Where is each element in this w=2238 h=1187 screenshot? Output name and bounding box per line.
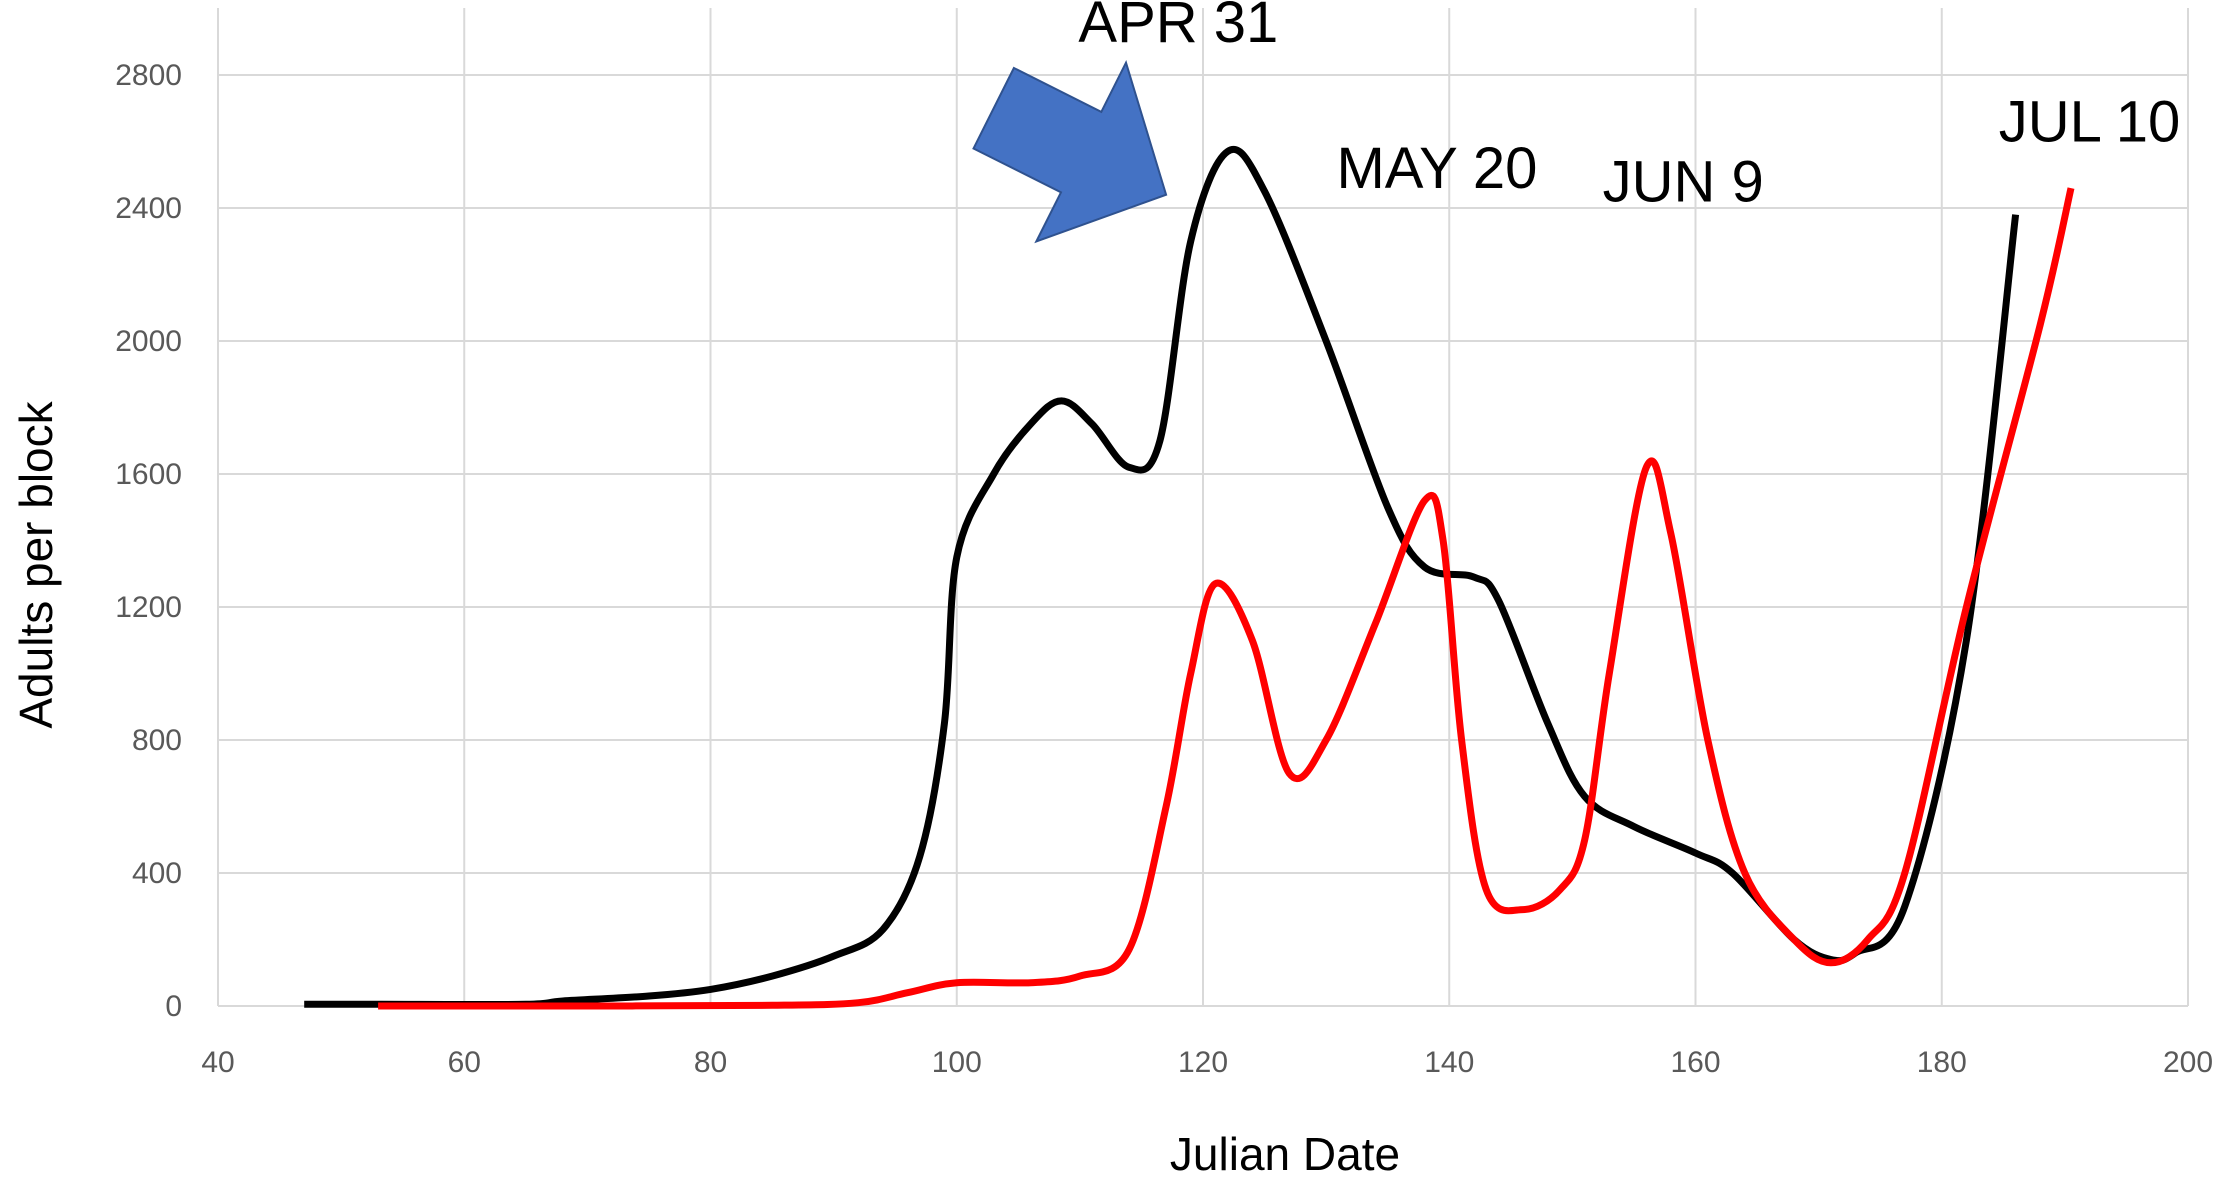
y-tick-label: 1600 [115, 458, 182, 491]
x-tick-label: 120 [1178, 1046, 1228, 1079]
series-line-1 [304, 146, 2020, 1009]
x-tick-label: 200 [2163, 1046, 2213, 1079]
annotations: APR 31 MAY 20 JUN 9 JUL 10 [972, 0, 2181, 244]
annotation-label: JUL 10 [1999, 90, 2181, 155]
y-tick-label: 2800 [115, 59, 182, 92]
annotation-label: JUN 9 [1603, 149, 1764, 214]
x-axis-title: Julian Date [1170, 1128, 1400, 1180]
y-tick-label: 1200 [115, 591, 182, 624]
annotation-label: MAY 20 [1336, 136, 1537, 201]
tick-labels: 0 400 800 1200 1600 2000 2400 2800 40 60 80 100 120 1… [115, 59, 2213, 1079]
x-tick-label: 60 [448, 1046, 481, 1079]
series-lines [304, 146, 2075, 1010]
annotation-label: APR 31 [1078, 0, 1278, 55]
x-tick-label: 100 [932, 1046, 982, 1079]
x-tick-label: 140 [1424, 1046, 1474, 1079]
x-tick-label: 80 [694, 1046, 727, 1079]
x-tick-label: 180 [1917, 1046, 1967, 1079]
x-tick-label: 40 [201, 1046, 234, 1079]
y-tick-label: 2400 [115, 192, 182, 225]
gridlines [217, 8, 2189, 1007]
y-tick-label: 2000 [115, 325, 182, 358]
y-tick-label: 400 [132, 857, 182, 890]
y-tick-label: 800 [132, 724, 182, 757]
series-line-2 [378, 187, 2075, 1010]
x-tick-label: 160 [1670, 1046, 1720, 1079]
y-axis-title: Adults per block [10, 400, 62, 728]
y-tick-label: 0 [165, 990, 182, 1023]
pointer-arrow-icon [972, 60, 1168, 244]
